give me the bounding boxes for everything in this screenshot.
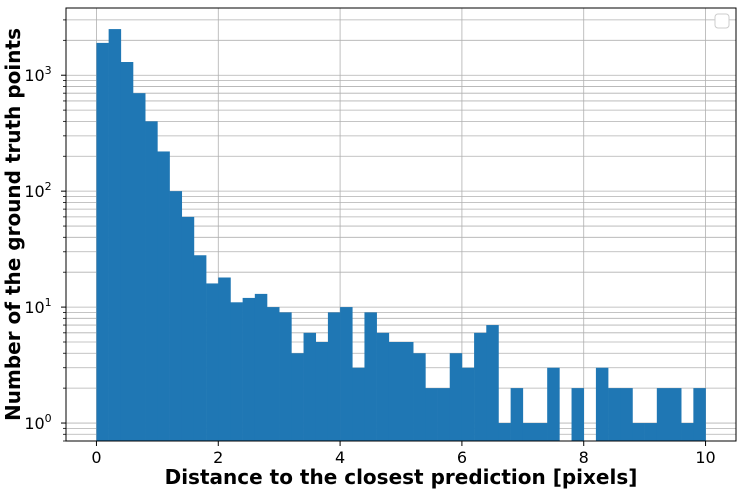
histogram-bar bbox=[413, 353, 426, 441]
histogram-bar bbox=[218, 277, 231, 441]
x-axis-label: Distance to the closest prediction [pixe… bbox=[165, 465, 638, 489]
histogram-bar bbox=[242, 297, 256, 441]
histogram-bar bbox=[291, 353, 304, 441]
histogram-bar bbox=[315, 342, 329, 441]
histogram-bar bbox=[425, 388, 438, 441]
histogram-bar bbox=[632, 423, 645, 441]
histogram-bar bbox=[620, 388, 633, 441]
axis-ticks: 0 2 4 6 8 10 100 101 102 103 bbox=[24, 19, 716, 467]
y-tick-label: 102 bbox=[24, 180, 51, 201]
x-tick-label: 4 bbox=[335, 448, 345, 467]
x-tick-label: 6 bbox=[457, 448, 467, 467]
histogram-bars bbox=[96, 29, 706, 442]
histogram-bar bbox=[120, 62, 134, 442]
histogram-bar bbox=[340, 307, 353, 441]
histogram-bar bbox=[181, 216, 195, 441]
histogram-bar bbox=[669, 388, 682, 441]
histogram-bar bbox=[376, 332, 390, 441]
histogram-bar bbox=[303, 332, 317, 441]
y-axis-label: Number of the ground truth points bbox=[1, 28, 25, 421]
histogram-bar bbox=[193, 255, 207, 441]
histogram-bar bbox=[449, 353, 463, 441]
histogram-bar bbox=[522, 423, 536, 441]
histogram-bar bbox=[157, 151, 170, 441]
histogram-bar bbox=[644, 423, 658, 441]
y-tick-label: 103 bbox=[24, 64, 51, 85]
histogram-bar bbox=[681, 423, 694, 441]
histogram-bar bbox=[656, 388, 670, 441]
histogram-bar bbox=[108, 29, 122, 441]
histogram-bar bbox=[279, 312, 292, 441]
histogram-bar bbox=[364, 312, 377, 441]
histogram-bar bbox=[267, 307, 280, 441]
y-tick-label: 100 bbox=[24, 412, 51, 433]
histogram-bar bbox=[535, 423, 548, 441]
histogram-bar bbox=[206, 283, 219, 441]
plot-frame bbox=[65, 7, 737, 442]
histogram-bar bbox=[608, 388, 621, 441]
histogram-bar bbox=[693, 388, 706, 441]
histogram-bar bbox=[327, 312, 341, 441]
x-tick-label: 2 bbox=[213, 448, 223, 467]
histogram-bar bbox=[547, 367, 560, 441]
histogram-bar bbox=[388, 342, 402, 441]
histogram-bar bbox=[254, 293, 268, 441]
histogram-bar bbox=[461, 367, 475, 441]
histogram-bar bbox=[230, 302, 243, 441]
histogram-bar bbox=[486, 325, 499, 441]
y-tick-label: 101 bbox=[24, 296, 51, 317]
x-tick-label: 0 bbox=[91, 448, 101, 467]
histogram-bar bbox=[401, 342, 414, 441]
histogram-bar bbox=[133, 93, 146, 441]
x-tick-label: 10 bbox=[695, 448, 715, 467]
histogram-bar bbox=[437, 388, 451, 441]
histogram-bar bbox=[474, 332, 487, 441]
histogram-bar bbox=[352, 367, 365, 441]
histogram-bar bbox=[145, 121, 158, 441]
histogram-bar bbox=[169, 191, 183, 441]
histogram-bar bbox=[595, 367, 609, 441]
histogram-bar bbox=[510, 388, 524, 441]
legend-box bbox=[714, 13, 730, 29]
histogram-bar bbox=[96, 42, 109, 442]
histogram-bar bbox=[498, 423, 511, 441]
x-tick-label: 8 bbox=[579, 448, 589, 467]
histogram-bar bbox=[571, 388, 585, 441]
